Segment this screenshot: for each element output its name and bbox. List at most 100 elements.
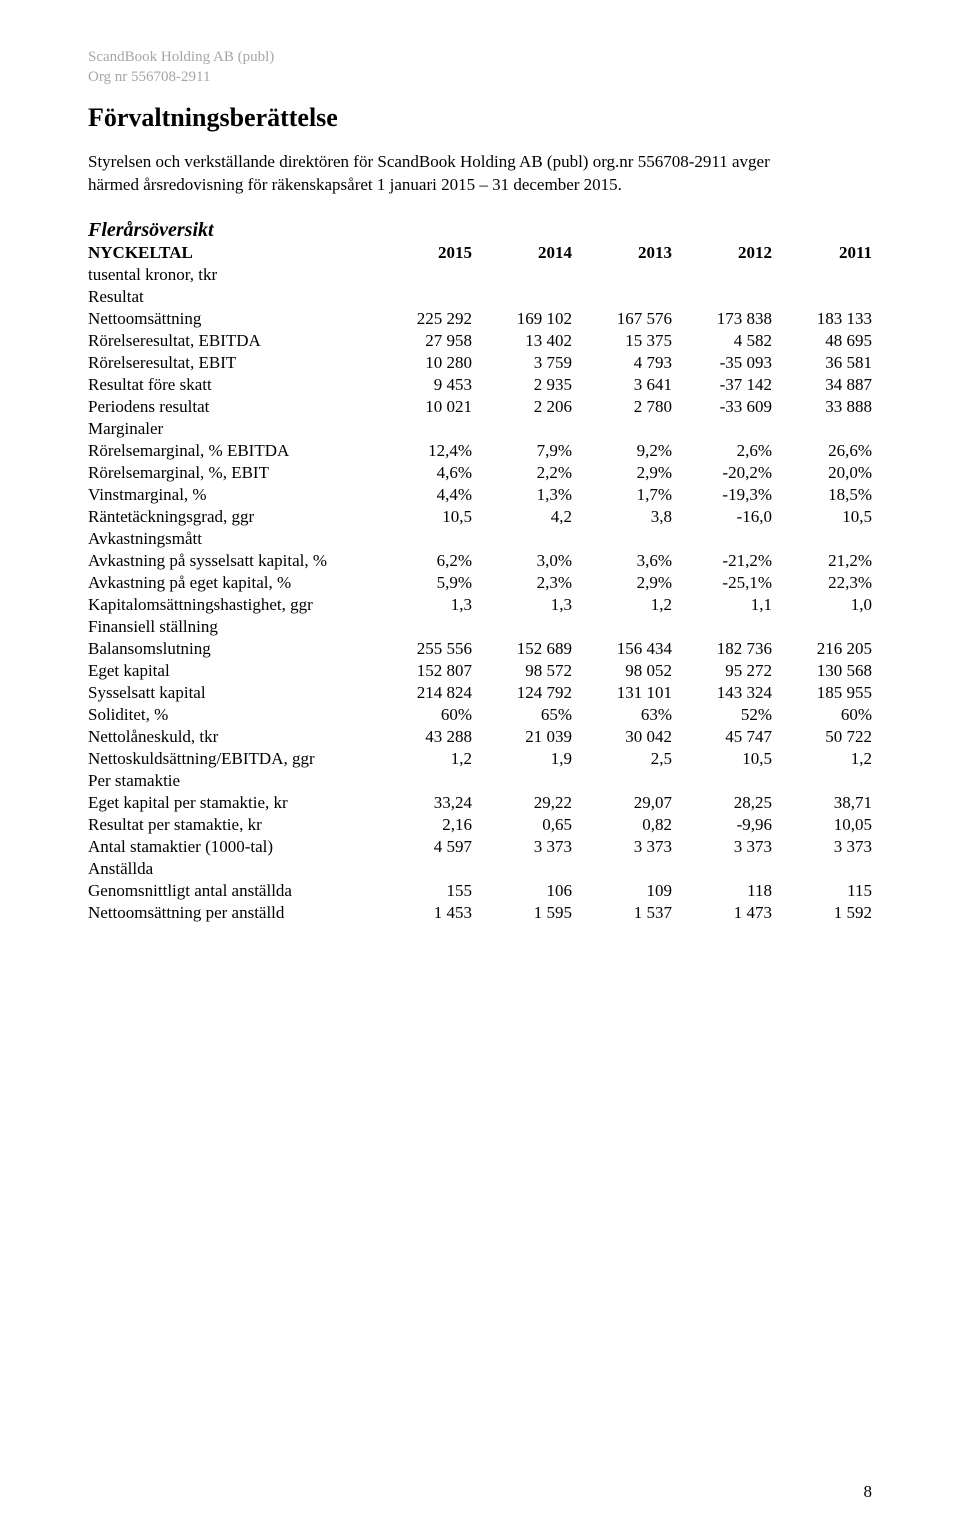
header-orgnr: Org nr 556708-2911 <box>88 68 872 88</box>
cell: 1,0 <box>772 594 872 616</box>
cell: 0,65 <box>472 814 572 836</box>
cell: 36 581 <box>772 352 872 374</box>
cell: 60% <box>772 704 872 726</box>
intro-paragraph: Styrelsen och verkställande direktören f… <box>88 151 872 197</box>
cell: 3 373 <box>472 836 572 858</box>
table-row: Rörelsemarginal, % EBITDA12,4%7,9%9,2%2,… <box>88 440 872 462</box>
cell: 1,2 <box>572 594 672 616</box>
cell: 38,71 <box>772 792 872 814</box>
row-label: Vinstmarginal, % <box>88 484 372 506</box>
cell: 152 807 <box>372 660 472 682</box>
table-row: Soliditet, %60%65%63%52%60% <box>88 704 872 726</box>
cell: 106 <box>472 880 572 902</box>
intro-line-1: Styrelsen och verkställande direktören f… <box>88 152 770 171</box>
row-label: Resultat före skatt <box>88 374 372 396</box>
cell: 156 434 <box>572 638 672 660</box>
header-company: ScandBook Holding AB (publ) <box>88 48 872 68</box>
table-row: Eget kapital per stamaktie, kr33,2429,22… <box>88 792 872 814</box>
unit-row: tusental kronor, tkr <box>88 264 872 286</box>
cell: 2 935 <box>472 374 572 396</box>
cell: 9,2% <box>572 440 672 462</box>
row-label: Resultat per stamaktie, kr <box>88 814 372 836</box>
cell: 1,7% <box>572 484 672 506</box>
cell: 98 052 <box>572 660 672 682</box>
cell: 169 102 <box>472 308 572 330</box>
cell: 4 597 <box>372 836 472 858</box>
row-label: Rörelsemarginal, % EBITDA <box>88 440 372 462</box>
page-number: 8 <box>864 1482 873 1502</box>
cell: 98 572 <box>472 660 572 682</box>
cell: 185 955 <box>772 682 872 704</box>
row-label: Rörelseresultat, EBIT <box>88 352 372 374</box>
cell: -33 609 <box>672 396 772 418</box>
table-row: Balansomslutning255 556152 689156 434182… <box>88 638 872 660</box>
row-label: Genomsnittligt antal anställda <box>88 880 372 902</box>
cell: 9 453 <box>372 374 472 396</box>
cell: 1 592 <box>772 902 872 924</box>
cell: 3 373 <box>672 836 772 858</box>
table-row: Rörelsemarginal, %, EBIT4,6%2,2%2,9%-20,… <box>88 462 872 484</box>
section-title-marginaler: Marginaler <box>88 418 372 440</box>
cell: 50 722 <box>772 726 872 748</box>
row-label: Nettoomsättning per anställd <box>88 902 372 924</box>
cell: 29,07 <box>572 792 672 814</box>
overview-title: Flerårsöversikt <box>88 219 872 242</box>
cell: 1,3 <box>472 594 572 616</box>
cell: 130 568 <box>772 660 872 682</box>
table-row: Eget kapital152 80798 57298 05295 272130… <box>88 660 872 682</box>
nyckeltal-label: NYCKELTAL <box>88 242 372 264</box>
cell: 10,5 <box>772 506 872 528</box>
cell: 3,6% <box>572 550 672 572</box>
cell: -9,96 <box>672 814 772 836</box>
cell: 4,6% <box>372 462 472 484</box>
cell: 43 288 <box>372 726 472 748</box>
table-row: Antal stamaktier (1000-tal)4 5973 3733 3… <box>88 836 872 858</box>
row-label: Eget kapital per stamaktie, kr <box>88 792 372 814</box>
cell: -19,3% <box>672 484 772 506</box>
cell: 2 780 <box>572 396 672 418</box>
cell: 225 292 <box>372 308 472 330</box>
cell: 34 887 <box>772 374 872 396</box>
cell: 13 402 <box>472 330 572 352</box>
cell: 216 205 <box>772 638 872 660</box>
cell: 45 747 <box>672 726 772 748</box>
cell: 1,2 <box>772 748 872 770</box>
cell: 2,9% <box>572 462 672 484</box>
row-label: Eget kapital <box>88 660 372 682</box>
cell: 4 793 <box>572 352 672 374</box>
cell: 3 373 <box>772 836 872 858</box>
cell: 3 641 <box>572 374 672 396</box>
cell: 124 792 <box>472 682 572 704</box>
cell: 0,82 <box>572 814 672 836</box>
year-col: 2012 <box>672 242 772 264</box>
table-row: Sysselsatt kapital214 824124 792131 1011… <box>88 682 872 704</box>
table-row: Rörelseresultat, EBIT10 2803 7594 793-35… <box>88 352 872 374</box>
cell: 28,25 <box>672 792 772 814</box>
table-row: Avkastning på eget kapital, %5,9%2,3%2,9… <box>88 572 872 594</box>
cell: 173 838 <box>672 308 772 330</box>
table-row: Räntetäckningsgrad, ggr10,54,23,8-16,010… <box>88 506 872 528</box>
cell: 182 736 <box>672 638 772 660</box>
year-col: 2013 <box>572 242 672 264</box>
cell: 2,2% <box>472 462 572 484</box>
document-page: ScandBook Holding AB (publ) Org nr 55670… <box>0 0 960 1530</box>
cell: 1,9 <box>472 748 572 770</box>
table-row: Kapitalomsättningshastighet, ggr1,31,31,… <box>88 594 872 616</box>
section-title-perstam: Per stamaktie <box>88 770 372 792</box>
cell: -35 093 <box>672 352 772 374</box>
cell: 1,1 <box>672 594 772 616</box>
section-title-finansiell: Finansiell ställning <box>88 616 372 638</box>
cell: 10 280 <box>372 352 472 374</box>
cell: -37 142 <box>672 374 772 396</box>
cell: 214 824 <box>372 682 472 704</box>
cell: -21,2% <box>672 550 772 572</box>
cell: 152 689 <box>472 638 572 660</box>
cell: 10,05 <box>772 814 872 836</box>
cell: 10,5 <box>672 748 772 770</box>
cell: 2 206 <box>472 396 572 418</box>
page-header: ScandBook Holding AB (publ) Org nr 55670… <box>88 48 872 87</box>
row-label: Soliditet, % <box>88 704 372 726</box>
cell: 65% <box>472 704 572 726</box>
table-row: Avkastning på sysselsatt kapital, %6,2%3… <box>88 550 872 572</box>
cell: 60% <box>372 704 472 726</box>
